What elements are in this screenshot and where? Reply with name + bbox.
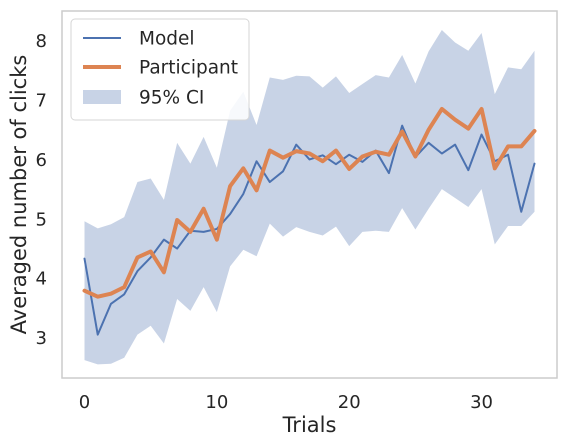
ci-band (84, 30, 535, 365)
legend: Model Participant 95% CI (70, 18, 250, 121)
legend-swatch-ci (83, 90, 121, 104)
x-axis-label: Trials (282, 413, 337, 437)
x-tick-label: 0 (79, 392, 90, 413)
y-tick-label: 7 (36, 91, 47, 112)
legend-label-model: Model (139, 29, 195, 50)
series-line-participant (82, 106, 537, 299)
y-tick-label: 4 (36, 269, 47, 290)
x-tick-label: 10 (205, 392, 228, 413)
y-tick-label: 3 (36, 328, 47, 349)
y-axis-label: Averaged number of clicks (7, 55, 31, 335)
legend-label-participant: Participant (139, 58, 238, 79)
x-tick-label: 20 (338, 392, 361, 413)
y-axis-ticks: 3 4 5 6 7 8 (36, 31, 47, 349)
x-axis-ticks: 0 10 20 30 (79, 392, 493, 413)
legend-label-ci: 95% CI (139, 88, 204, 109)
y-tick-label: 6 (36, 150, 47, 171)
series-line-model (83, 124, 536, 336)
y-tick-label: 8 (36, 31, 47, 52)
series-lines-layer (82, 106, 537, 336)
x-tick-label: 30 (470, 392, 493, 413)
plot-frame (61, 10, 558, 379)
y-tick-label: 5 (36, 209, 47, 230)
confidence-band-layer (84, 30, 535, 365)
